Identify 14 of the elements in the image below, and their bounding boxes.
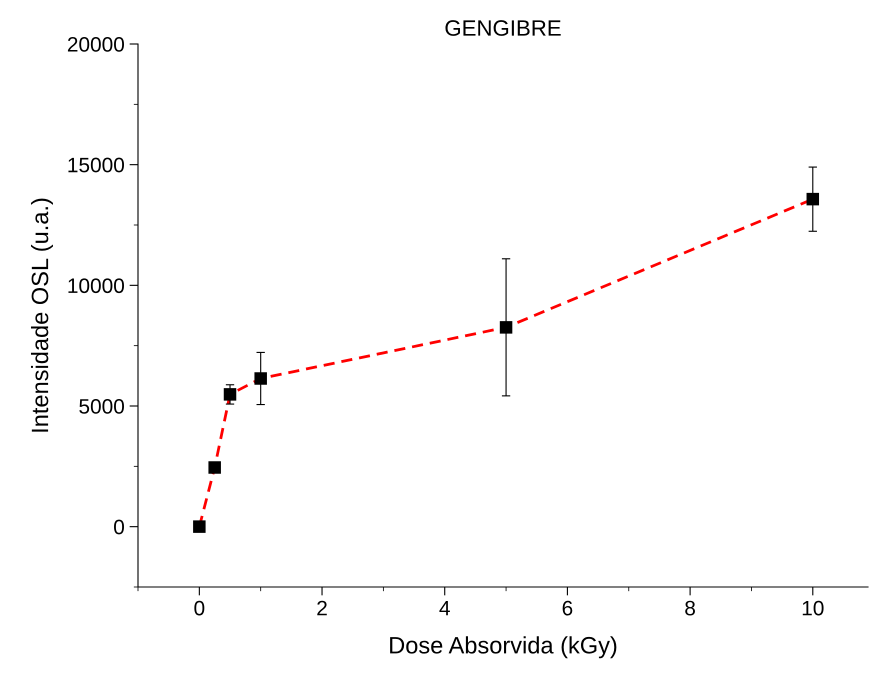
chart-title: GENGIBRE: [445, 20, 561, 36]
y-tick-label: 20000: [68, 37, 124, 52]
x-tick-label: 8: [685, 600, 695, 616]
x-axis-title: Dose Absorvida (kGy): [390, 636, 616, 658]
y-tick-label: 5000: [79, 399, 124, 414]
x-tick-label: 4: [439, 600, 450, 616]
x-tick-label: 6: [562, 600, 572, 616]
y-tick-label: 0: [114, 520, 124, 534]
x-tick-label: 2: [317, 600, 327, 616]
y-tick-label: 15000: [68, 158, 124, 172]
y-axis-title: Intensidade OSL (u.a.): [30, 198, 53, 432]
x-tick-label: 0: [194, 600, 204, 616]
y-tick-label: 10000: [68, 278, 124, 294]
x-tick-label: 10: [802, 600, 824, 616]
